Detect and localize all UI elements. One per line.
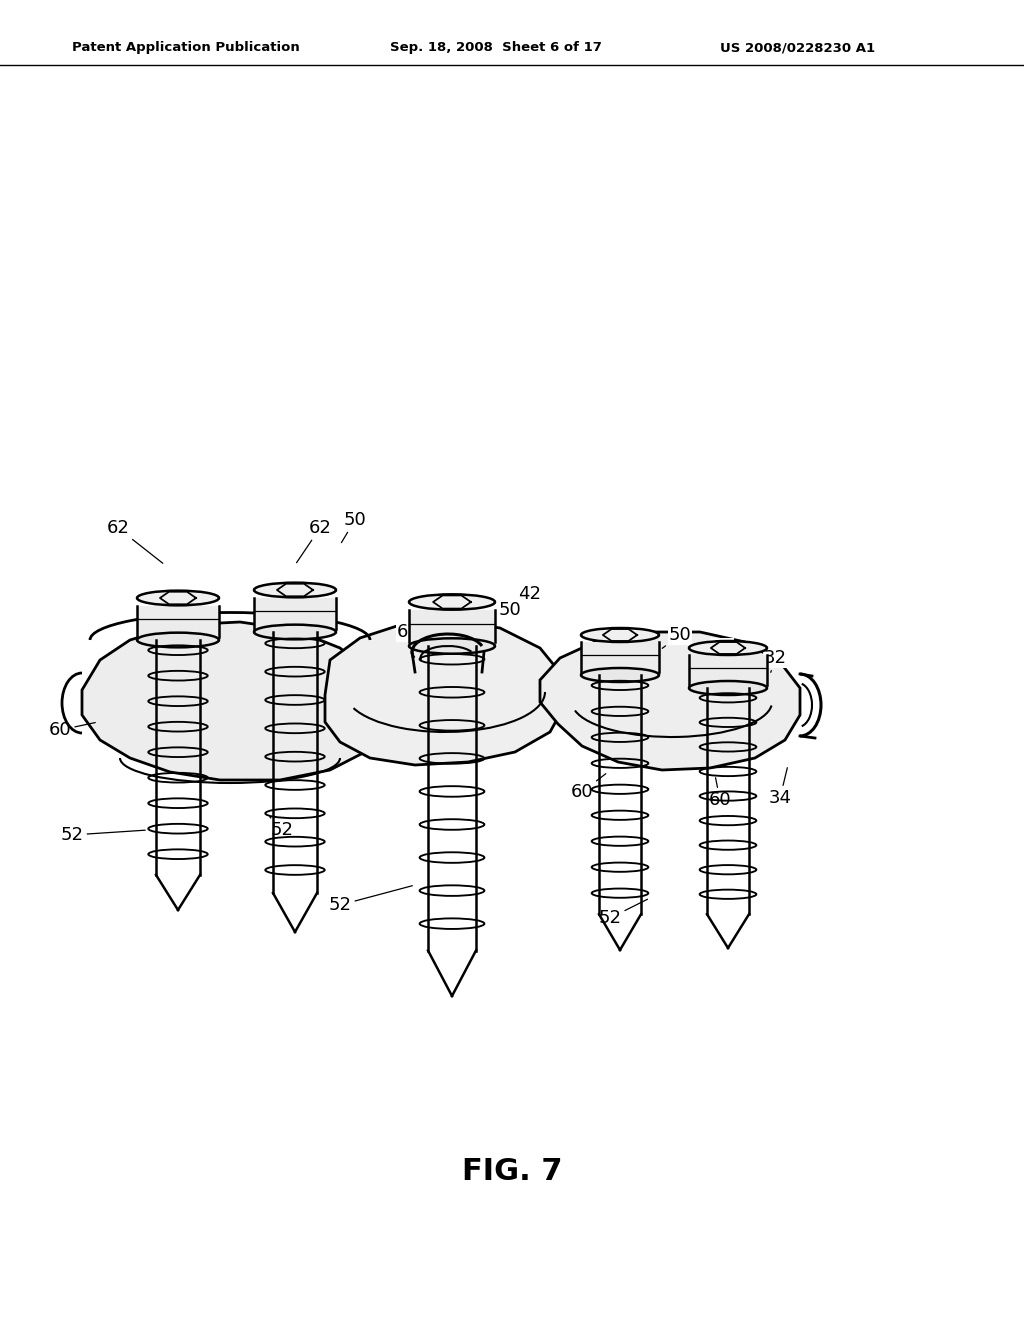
Text: 62: 62 [106,519,163,564]
Polygon shape [82,622,385,780]
Polygon shape [540,632,800,770]
Text: 50: 50 [482,601,521,628]
Ellipse shape [689,642,767,655]
Text: 52: 52 [598,899,647,927]
Ellipse shape [254,624,336,639]
Text: 60: 60 [709,777,731,809]
Text: 60: 60 [570,774,606,801]
Ellipse shape [581,628,659,642]
Text: 32: 32 [764,649,786,672]
Text: 50: 50 [341,511,367,543]
Text: Sep. 18, 2008  Sheet 6 of 17: Sep. 18, 2008 Sheet 6 of 17 [390,41,602,54]
Ellipse shape [409,594,495,610]
Text: 52: 52 [270,817,294,840]
Text: 42: 42 [502,585,542,614]
Text: 62: 62 [711,639,733,663]
Ellipse shape [581,668,659,682]
Ellipse shape [137,632,219,647]
Polygon shape [581,643,659,672]
Polygon shape [409,610,495,643]
Text: US 2008/0228230 A1: US 2008/0228230 A1 [720,41,876,54]
Text: Patent Application Publication: Patent Application Publication [72,41,300,54]
Ellipse shape [137,590,219,606]
Text: 52: 52 [329,886,413,913]
Text: FIG. 7: FIG. 7 [462,1158,562,1187]
Text: 50: 50 [663,626,691,648]
Text: 34: 34 [768,768,792,807]
Text: 62: 62 [297,519,332,562]
Ellipse shape [254,582,336,598]
Polygon shape [325,620,565,766]
Polygon shape [254,598,336,628]
Polygon shape [689,655,767,685]
Text: 60: 60 [49,721,95,739]
Ellipse shape [409,639,495,653]
Ellipse shape [689,681,767,696]
Text: 52: 52 [60,826,145,843]
Text: 62: 62 [396,623,442,647]
Polygon shape [137,606,219,636]
